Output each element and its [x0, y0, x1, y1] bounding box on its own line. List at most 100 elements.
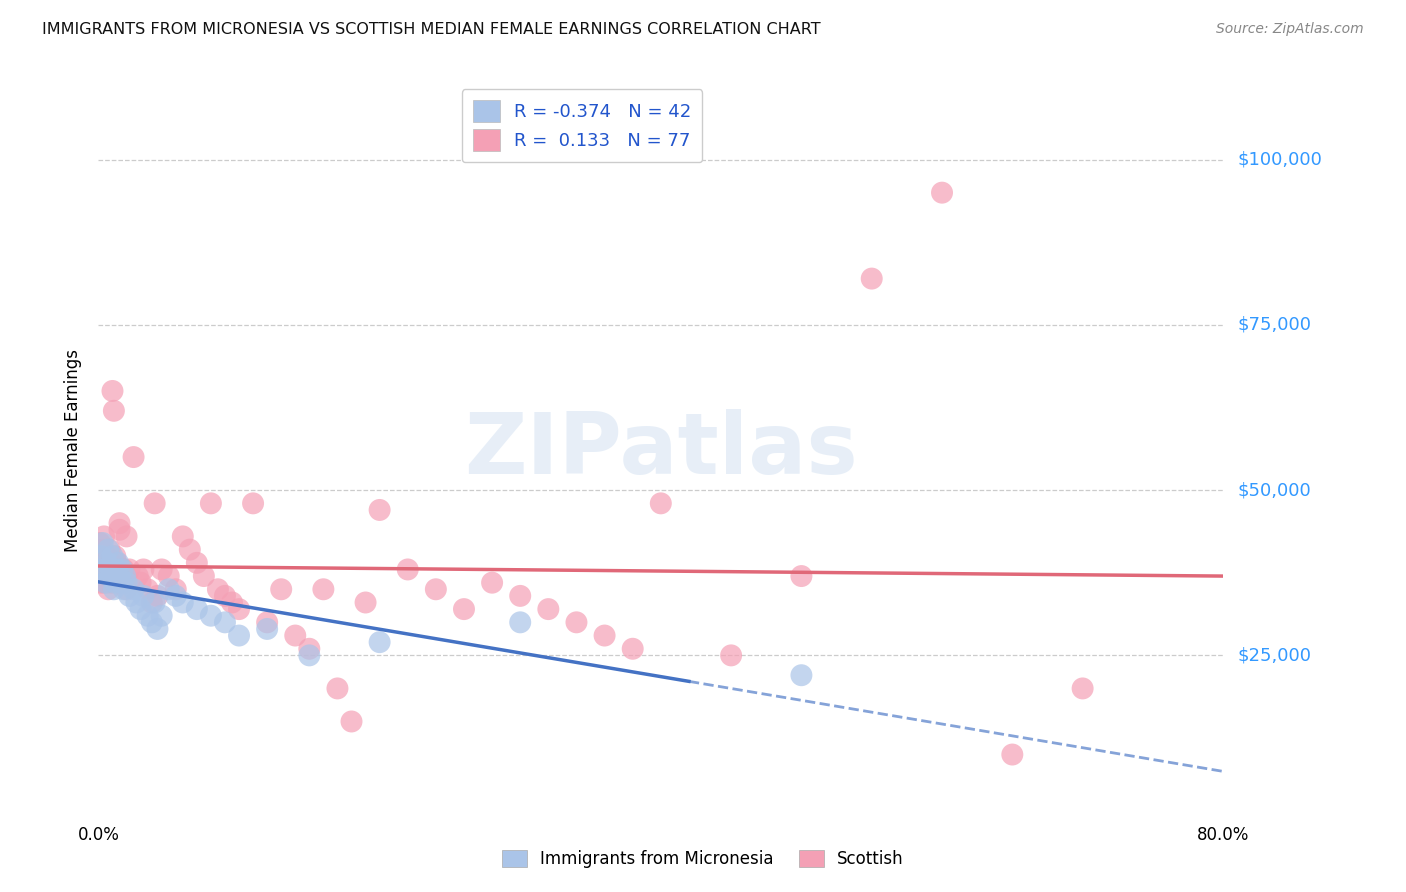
Point	[354, 595, 377, 609]
Point	[312, 582, 335, 597]
Point	[108, 523, 131, 537]
Point	[100, 562, 122, 576]
Text: $75,000: $75,000	[1237, 316, 1312, 334]
Point	[650, 496, 672, 510]
Point	[790, 668, 813, 682]
Point	[537, 602, 560, 616]
Point	[396, 562, 419, 576]
Point	[110, 575, 132, 590]
Point	[91, 542, 114, 557]
Point	[94, 575, 117, 590]
Point	[136, 582, 159, 597]
Point	[214, 615, 236, 630]
Point	[165, 589, 187, 603]
Point	[1071, 681, 1094, 696]
Point	[110, 575, 132, 590]
Point	[97, 542, 120, 557]
Point	[108, 569, 131, 583]
Point	[931, 186, 953, 200]
Point	[298, 641, 321, 656]
Point	[425, 582, 447, 597]
Point	[105, 556, 128, 570]
Point	[90, 549, 112, 564]
Point	[593, 628, 616, 642]
Point	[256, 622, 278, 636]
Point	[207, 582, 229, 597]
Point	[93, 529, 115, 543]
Point	[91, 536, 114, 550]
Point	[96, 549, 118, 564]
Point	[481, 575, 503, 590]
Point	[200, 608, 222, 623]
Point	[141, 615, 163, 630]
Point	[93, 562, 115, 576]
Point	[90, 575, 112, 590]
Point	[107, 562, 129, 576]
Point	[125, 595, 148, 609]
Point	[200, 496, 222, 510]
Point	[118, 589, 141, 603]
Point	[368, 635, 391, 649]
Point	[122, 450, 145, 464]
Point	[621, 641, 644, 656]
Point	[150, 608, 173, 623]
Point	[89, 562, 111, 576]
Point	[115, 529, 138, 543]
Point	[284, 628, 307, 642]
Point	[132, 562, 155, 576]
Point	[150, 562, 173, 576]
Point	[790, 569, 813, 583]
Point	[214, 589, 236, 603]
Point	[157, 569, 180, 583]
Point	[115, 575, 138, 590]
Point	[129, 575, 152, 590]
Text: ZIPatlas: ZIPatlas	[464, 409, 858, 492]
Point	[122, 582, 145, 597]
Point	[509, 615, 531, 630]
Point	[141, 595, 163, 609]
Point	[326, 681, 349, 696]
Point	[509, 589, 531, 603]
Point	[98, 542, 121, 557]
Legend: R = -0.374   N = 42, R =  0.133   N = 77: R = -0.374 N = 42, R = 0.133 N = 77	[461, 89, 703, 162]
Text: $50,000: $50,000	[1237, 481, 1310, 500]
Point	[565, 615, 588, 630]
Point	[129, 602, 152, 616]
Text: Source: ZipAtlas.com: Source: ZipAtlas.com	[1216, 22, 1364, 37]
Point	[104, 575, 127, 590]
Point	[270, 582, 292, 597]
Point	[112, 582, 135, 597]
Text: $100,000: $100,000	[1237, 151, 1322, 169]
Point	[242, 496, 264, 510]
Point	[90, 549, 112, 564]
Point	[256, 615, 278, 630]
Point	[143, 496, 166, 510]
Point	[340, 714, 363, 729]
Point	[179, 542, 201, 557]
Point	[94, 575, 117, 590]
Point	[101, 569, 124, 583]
Point	[132, 589, 155, 603]
Point	[146, 589, 169, 603]
Point	[98, 562, 121, 576]
Point	[97, 556, 120, 570]
Point	[136, 608, 159, 623]
Point	[89, 536, 111, 550]
Point	[91, 569, 114, 583]
Text: IMMIGRANTS FROM MICRONESIA VS SCOTTISH MEDIAN FEMALE EARNINGS CORRELATION CHART: IMMIGRANTS FROM MICRONESIA VS SCOTTISH M…	[42, 22, 821, 37]
Point	[96, 556, 118, 570]
Point	[107, 556, 129, 570]
Point	[105, 562, 128, 576]
Point	[193, 569, 215, 583]
Point	[143, 595, 166, 609]
Point	[111, 562, 134, 576]
Point	[186, 602, 208, 616]
Point	[103, 582, 125, 597]
Point	[298, 648, 321, 663]
Point	[118, 562, 141, 576]
Point	[860, 271, 883, 285]
Point	[453, 602, 475, 616]
Legend: Immigrants from Micronesia, Scottish: Immigrants from Micronesia, Scottish	[495, 843, 911, 875]
Point	[127, 569, 149, 583]
Y-axis label: Median Female Earnings: Median Female Earnings	[65, 349, 83, 552]
